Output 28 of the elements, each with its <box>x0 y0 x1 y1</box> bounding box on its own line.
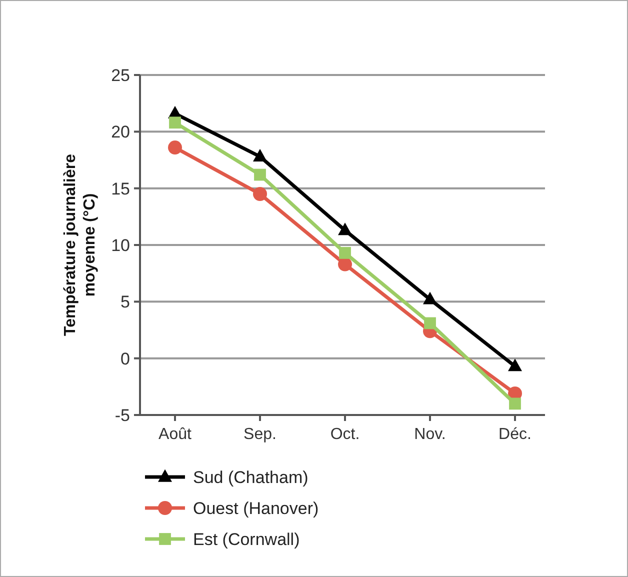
point <box>338 222 352 236</box>
legend-label: Ouest (Hanover) <box>193 498 319 518</box>
point <box>423 292 437 304</box>
point <box>509 398 521 410</box>
y-tick-label: -5 <box>114 406 130 425</box>
y-tick-label: 25 <box>111 66 130 85</box>
point <box>339 246 351 259</box>
point <box>168 140 182 155</box>
x-tick-label: Sep. <box>244 426 276 443</box>
y-tick-label: 20 <box>111 122 130 142</box>
y-axis-title: Température journalière moyenne (°C) <box>62 154 98 336</box>
legend-label: Sud (Chatham) <box>193 468 308 487</box>
y-tick-label: 15 <box>111 179 130 198</box>
y-tick-label: 5 <box>120 292 130 312</box>
legend-label: Est (Cornwall) <box>193 530 300 549</box>
point <box>254 168 266 181</box>
point <box>253 148 267 162</box>
point <box>424 317 436 330</box>
x-tick-label: Nov. <box>414 426 446 443</box>
x-tick-label: Déc. <box>498 426 532 443</box>
y-tick-label: 10 <box>111 236 130 255</box>
point <box>508 358 522 372</box>
x-tick-label: Oct. <box>330 426 360 443</box>
point <box>253 187 267 201</box>
y-tick-label: 0 <box>120 349 130 368</box>
point <box>169 116 181 129</box>
x-tick-label: Août <box>158 426 192 443</box>
point <box>338 257 352 272</box>
